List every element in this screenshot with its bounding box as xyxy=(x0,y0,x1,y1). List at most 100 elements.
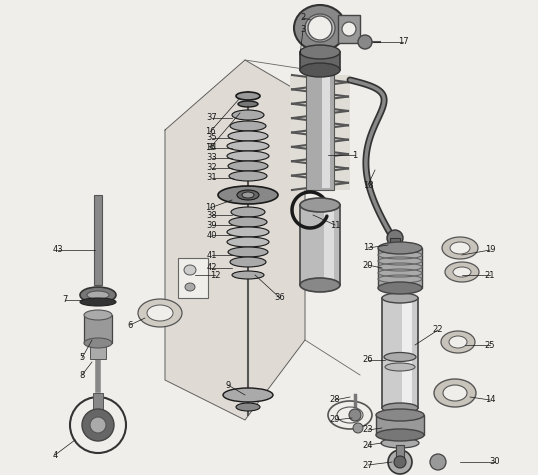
Text: 3: 3 xyxy=(300,26,306,35)
Ellipse shape xyxy=(442,237,478,259)
Ellipse shape xyxy=(384,352,416,361)
Text: 38: 38 xyxy=(207,210,217,219)
Ellipse shape xyxy=(218,186,278,204)
Text: 30: 30 xyxy=(490,457,500,466)
Text: 24: 24 xyxy=(363,440,373,449)
Text: 28: 28 xyxy=(330,396,341,405)
Ellipse shape xyxy=(242,192,254,198)
Ellipse shape xyxy=(449,336,467,348)
Text: 19: 19 xyxy=(485,246,495,255)
Bar xyxy=(178,258,208,298)
Text: 4: 4 xyxy=(52,450,58,459)
Text: 43: 43 xyxy=(53,246,63,255)
Ellipse shape xyxy=(228,161,268,171)
Ellipse shape xyxy=(230,257,266,267)
Text: 42: 42 xyxy=(207,264,217,273)
Ellipse shape xyxy=(445,262,479,282)
Ellipse shape xyxy=(237,190,259,200)
Bar xyxy=(93,393,103,413)
Text: 2: 2 xyxy=(300,13,306,22)
Bar xyxy=(382,298,418,408)
Text: 31: 31 xyxy=(207,173,217,182)
Text: 37: 37 xyxy=(207,114,217,123)
Text: 11: 11 xyxy=(330,220,340,229)
Circle shape xyxy=(430,454,446,470)
Bar xyxy=(306,75,334,190)
Text: 27: 27 xyxy=(363,460,373,469)
Ellipse shape xyxy=(138,299,182,327)
Bar xyxy=(324,208,334,282)
Ellipse shape xyxy=(229,217,267,227)
Ellipse shape xyxy=(453,267,471,277)
Circle shape xyxy=(308,16,332,40)
Ellipse shape xyxy=(381,438,419,448)
Text: 15: 15 xyxy=(205,143,215,152)
Ellipse shape xyxy=(185,283,195,291)
Text: 25: 25 xyxy=(485,341,495,350)
Circle shape xyxy=(358,35,372,49)
Ellipse shape xyxy=(236,92,260,100)
Circle shape xyxy=(90,417,106,433)
Bar xyxy=(290,75,350,190)
Ellipse shape xyxy=(184,265,196,275)
Ellipse shape xyxy=(228,131,268,141)
Text: 8: 8 xyxy=(79,370,84,380)
Ellipse shape xyxy=(236,403,260,411)
Text: 22: 22 xyxy=(433,325,443,334)
Ellipse shape xyxy=(378,282,422,294)
Ellipse shape xyxy=(342,22,356,36)
Ellipse shape xyxy=(376,409,424,421)
Text: 41: 41 xyxy=(207,250,217,259)
Ellipse shape xyxy=(84,338,112,348)
Bar xyxy=(338,15,360,43)
Ellipse shape xyxy=(300,63,340,77)
Ellipse shape xyxy=(80,298,116,306)
Text: 9: 9 xyxy=(225,380,231,390)
Bar xyxy=(322,77,330,188)
Ellipse shape xyxy=(229,171,267,181)
Ellipse shape xyxy=(294,5,346,51)
Text: 20: 20 xyxy=(363,260,373,269)
Ellipse shape xyxy=(238,101,258,107)
Circle shape xyxy=(394,456,406,468)
Bar xyxy=(390,238,400,256)
Ellipse shape xyxy=(231,207,265,217)
Text: 16: 16 xyxy=(204,127,215,136)
Ellipse shape xyxy=(80,287,116,303)
Text: 1: 1 xyxy=(352,151,358,160)
Ellipse shape xyxy=(378,242,422,254)
Bar xyxy=(94,195,102,285)
Text: 26: 26 xyxy=(363,355,373,364)
Bar xyxy=(396,445,404,463)
Ellipse shape xyxy=(227,237,269,247)
Ellipse shape xyxy=(227,227,269,237)
Text: 18: 18 xyxy=(363,180,373,190)
Ellipse shape xyxy=(305,14,335,42)
Text: 7: 7 xyxy=(62,295,68,304)
Text: 40: 40 xyxy=(207,230,217,239)
Ellipse shape xyxy=(300,278,340,292)
Text: 13: 13 xyxy=(363,244,373,253)
Circle shape xyxy=(349,409,361,421)
Ellipse shape xyxy=(382,293,418,303)
Ellipse shape xyxy=(376,429,424,441)
Ellipse shape xyxy=(337,407,363,423)
Ellipse shape xyxy=(227,141,269,151)
Text: 39: 39 xyxy=(207,220,217,229)
Ellipse shape xyxy=(300,45,340,59)
Circle shape xyxy=(82,409,114,441)
Bar xyxy=(300,205,340,285)
Ellipse shape xyxy=(84,310,112,320)
Text: 36: 36 xyxy=(274,294,285,303)
Circle shape xyxy=(387,230,403,246)
Text: 35: 35 xyxy=(207,133,217,142)
Ellipse shape xyxy=(230,121,266,131)
Bar xyxy=(90,345,106,359)
Text: 12: 12 xyxy=(210,270,220,279)
Ellipse shape xyxy=(227,151,269,161)
Circle shape xyxy=(70,397,126,453)
Polygon shape xyxy=(165,60,305,420)
Text: 14: 14 xyxy=(485,396,495,405)
Text: 21: 21 xyxy=(485,270,495,279)
Ellipse shape xyxy=(228,247,268,257)
